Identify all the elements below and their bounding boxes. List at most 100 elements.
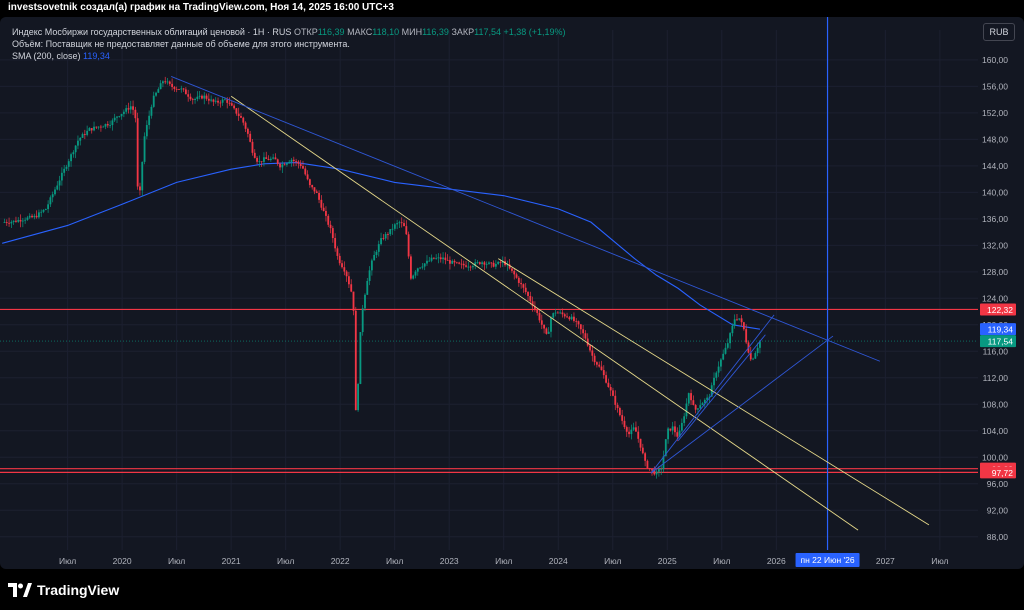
candle-body — [207, 98, 210, 101]
y-tick-label: 88,00 — [987, 532, 1009, 542]
candle-body — [391, 228, 394, 230]
candle-body — [637, 431, 640, 439]
candle-body — [223, 99, 226, 101]
x-tick-label: Июл — [495, 556, 512, 566]
last-price-label: 117,54 — [988, 337, 1014, 347]
candle-body — [327, 215, 330, 225]
sma-price-label-bg — [980, 323, 1016, 336]
logo-text: TradingView — [37, 582, 120, 598]
currency-button[interactable]: RUB — [983, 23, 1015, 41]
legend-title-row: Индекс Мосбиржи государственных облигаци… — [12, 26, 566, 38]
candle-body — [657, 469, 660, 472]
price-chart[interactable]: 88,00 92,00 96,00 100,00 104,00 108,00 112,00 1… — [0, 17, 1024, 569]
candle-body — [10, 221, 13, 224]
trendline — [498, 258, 930, 526]
candle-body — [660, 468, 663, 470]
trendline — [230, 95, 859, 531]
candle-body — [42, 209, 45, 212]
candle-body — [269, 158, 272, 160]
candle-body — [256, 157, 258, 162]
candle-body — [83, 134, 86, 135]
candle-body — [237, 113, 240, 117]
y-tick-label: 132,00 — [982, 240, 1008, 250]
candle-body — [570, 316, 573, 320]
candle-body — [559, 312, 562, 314]
candle-body — [51, 194, 54, 198]
chart-legend: Индекс Мосбиржи государственных облигаци… — [12, 26, 566, 62]
chart-frame[interactable]: 88,00 92,00 96,00 100,00 104,00 108,00 112,00 1… — [0, 17, 1024, 569]
candle-body — [508, 264, 511, 269]
candle-body — [63, 168, 66, 173]
candle-body — [354, 310, 357, 411]
candle-body — [635, 427, 637, 432]
candle-body — [524, 287, 527, 293]
candle-body — [219, 102, 222, 104]
candle-body — [79, 137, 82, 141]
candle-body — [430, 257, 433, 261]
candle-body — [194, 99, 196, 101]
sma-legend-row[interactable]: SMA (200, close) 119,34 — [12, 50, 566, 62]
y-tick-label: 136,00 — [982, 214, 1008, 224]
candle-body — [582, 329, 585, 334]
candle-body — [676, 432, 679, 437]
high-value: 118,10 — [372, 27, 400, 37]
candle-body — [120, 113, 123, 117]
candle-body — [49, 197, 52, 205]
candle-body — [95, 126, 98, 128]
x-tick-label: 2025 — [658, 556, 677, 566]
candle-body — [382, 238, 385, 239]
candle-body — [531, 301, 534, 307]
candle-body — [187, 94, 190, 97]
candle-body — [352, 291, 355, 311]
candle-body — [315, 191, 318, 193]
y-tick-label: 100,00 — [982, 452, 1008, 462]
candle-body — [396, 223, 399, 225]
y-tick-label: 108,00 — [982, 399, 1008, 409]
candle-body — [113, 117, 116, 121]
candle-body — [412, 275, 415, 279]
close-label: ЗАКР — [451, 27, 475, 37]
candle-body — [297, 161, 300, 164]
candle-body — [416, 268, 419, 272]
candle-body — [708, 396, 711, 398]
candle-body — [414, 271, 417, 276]
candle-body — [442, 257, 444, 260]
candle-body — [697, 408, 699, 410]
tradingview-logo-icon — [8, 583, 32, 597]
y-tick-label: 92,00 — [987, 505, 1009, 515]
candle-body — [370, 260, 373, 271]
candle-body — [554, 312, 557, 314]
candle-body — [740, 318, 743, 323]
candle-body — [680, 422, 683, 431]
candle-body — [311, 185, 314, 188]
candle-body — [65, 166, 68, 169]
candle-body — [556, 312, 559, 314]
candle-body — [465, 265, 467, 267]
open-value: 116,39 — [317, 27, 345, 37]
candle-body — [246, 128, 249, 134]
candle-body — [31, 215, 33, 218]
open-label: ОТКР — [293, 27, 318, 37]
candle-body — [141, 161, 144, 191]
candle-body — [380, 238, 382, 245]
candle-body — [180, 88, 183, 90]
x-tick-label: 2022 — [331, 556, 350, 566]
candle-body — [24, 219, 27, 221]
candle-body — [28, 215, 31, 218]
candle-body — [550, 317, 552, 332]
candle-body — [148, 115, 151, 126]
candle-body — [164, 81, 167, 83]
candle-body — [653, 470, 656, 475]
candle-body — [405, 226, 408, 235]
candle-body — [258, 161, 261, 163]
candle-body — [334, 238, 337, 249]
candle-body — [451, 260, 454, 264]
trendline — [171, 76, 881, 362]
candle-body — [81, 134, 84, 138]
candle-body — [263, 157, 265, 162]
candle-body — [602, 370, 605, 376]
candle-body — [713, 377, 715, 386]
candle-body — [58, 180, 61, 186]
candle-body — [72, 152, 75, 155]
candle-body — [409, 256, 412, 279]
